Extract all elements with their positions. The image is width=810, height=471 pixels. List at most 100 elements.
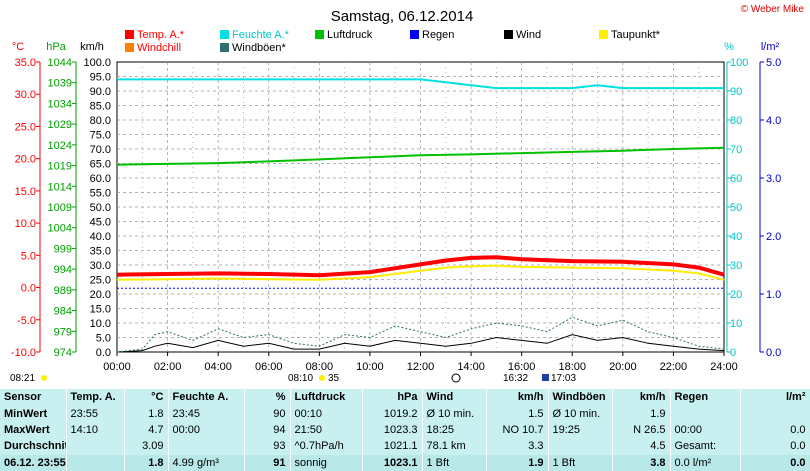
table-cell: NO 10.7 — [486, 421, 549, 439]
marker-sunrise-time: 08:10 — [288, 373, 313, 384]
wind-tick-label: 20.0 — [90, 289, 111, 301]
table-cell: 1021.1 — [362, 438, 423, 455]
wind-tick-label: 80.0 — [90, 115, 111, 127]
table-cell: hPa — [362, 389, 423, 406]
legend-swatch — [220, 30, 229, 39]
humidity-tick-label: 60 — [730, 173, 742, 185]
humidity-tick-label: 30 — [730, 260, 742, 272]
series-wind — [116, 334, 725, 353]
marker-mid-value: 35 — [328, 373, 340, 384]
pressure-tick-label: 979 — [54, 326, 72, 338]
x-tick-label: 20:00 — [609, 361, 637, 373]
temp-tick-label: 25.0 — [15, 121, 36, 133]
table-cell — [66, 438, 125, 455]
wind-tick-label: 50.0 — [90, 202, 111, 214]
table-cell: 0.0 — [740, 421, 810, 439]
pressure-tick-label: 994 — [54, 264, 72, 276]
humidity-tick-label: 80 — [730, 115, 742, 127]
rain-tick-label: 2.0 — [766, 231, 781, 243]
moon-icon — [451, 373, 461, 383]
table-cell: 1023.1 — [362, 454, 423, 471]
table-cell: 06.12. 23:55 — [0, 454, 67, 471]
sunset-icon — [542, 374, 549, 381]
table-cell: °C — [124, 389, 169, 406]
legend-swatch — [599, 30, 608, 39]
legend-label: Taupunkt* — [611, 29, 661, 41]
table-cell: 14:10 — [66, 421, 125, 439]
table-cell: 19:25 — [548, 421, 613, 439]
table-cell: Ø 10 min. — [422, 405, 487, 422]
x-tick-label: 22:00 — [660, 361, 688, 373]
legend-label: Temp. A.* — [137, 29, 185, 41]
legend-label: Wind — [516, 29, 541, 41]
chart-series — [116, 78, 725, 353]
legend-label: Feuchte A.* — [232, 29, 290, 41]
table-cell: 1 Bft — [548, 454, 613, 471]
table-cell: 1023.3 — [362, 421, 423, 439]
table-cell: Gesamt: — [670, 438, 741, 455]
x-tick-label: 10:00 — [356, 361, 384, 373]
legend-swatch — [504, 30, 513, 39]
table-cell: 23:55 — [66, 405, 125, 422]
rain-unit: l/m² — [761, 41, 780, 53]
table-cell: 00:00 — [670, 421, 741, 439]
table-cell: 78.1 km — [422, 438, 487, 455]
series-feuchtea — [117, 78, 724, 90]
table-cell: 1.8 — [124, 454, 169, 471]
credit-label: © Weber Mike — [741, 4, 805, 15]
weather-chart: Samstag, 06.12.2014 © Weber Mike Temp. A… — [10, 4, 805, 384]
table-cell: 0.0 — [740, 454, 810, 471]
x-tick-label: 24:00 — [710, 361, 738, 373]
table-cell: 94 — [244, 421, 291, 439]
pressure-tick-label: 989 — [54, 285, 72, 297]
legend-label: Windböen* — [232, 42, 287, 54]
wind-tick-label: 15.0 — [90, 304, 111, 316]
wind-tick-label: 45.0 — [90, 217, 111, 229]
marker-sunset-time: 17:03 — [551, 373, 576, 384]
pressure-tick-label: 999 — [54, 243, 72, 255]
table-cell: Wind — [422, 389, 487, 406]
wind-tick-label: 85.0 — [90, 101, 111, 113]
table-cell: sonnig — [290, 454, 363, 471]
table-cell: 4.99 g/m³ — [168, 454, 245, 471]
series-taupunkt — [116, 264, 725, 281]
table-row: Durchschnitt 3.09 93 ^0.7hPa/h 1021.1 78.1 km… — [0, 438, 810, 455]
wind-unit: km/h — [80, 41, 104, 53]
pressure-tick-label: 1029 — [48, 119, 72, 131]
table-cell — [168, 438, 245, 455]
legend-swatch — [220, 43, 229, 52]
table-row: MinWert 23:55 1.8 23:45 90 00:10 1019.2 Ø 10 mi… — [0, 405, 810, 422]
legend-label: Windchill — [137, 42, 181, 54]
rain-tick-label: 3.0 — [766, 173, 781, 185]
table-cell — [670, 405, 741, 422]
legend-swatch — [410, 30, 419, 39]
rain-tick-label: 5.0 — [766, 57, 781, 69]
temp-tick-label: 35.0 — [15, 57, 36, 69]
legend-label: Regen — [422, 29, 454, 41]
humidity-unit: % — [724, 41, 734, 53]
sun-icon-rise — [319, 375, 325, 381]
table-cell: 90 — [244, 405, 291, 422]
humidity-tick-label: 20 — [730, 289, 742, 301]
temp-tick-label: -10.0 — [11, 347, 36, 359]
series-windben — [116, 316, 725, 353]
pressure-tick-label: 1044 — [48, 57, 72, 69]
humidity-tick-label: 10 — [730, 318, 742, 330]
x-tick-label: 08:00 — [306, 361, 334, 373]
table-cell: 00:10 — [290, 405, 363, 422]
table-cell: Durchschnitt — [0, 438, 67, 455]
table-cell: 1.9 — [486, 454, 549, 471]
legend-label: Luftdruck — [327, 29, 373, 41]
rain-tick-label: 4.0 — [766, 115, 781, 127]
temp-unit: °C — [12, 41, 24, 53]
table-cell: 3.8 — [612, 454, 671, 471]
table-cell: 3.09 — [124, 438, 169, 455]
wind-tick-label: 30.0 — [90, 260, 111, 272]
table-cell: Feuchte A. — [168, 389, 245, 406]
table-cell: 93 — [244, 438, 291, 455]
x-tick-label: 14:00 — [457, 361, 485, 373]
table-cell: 4.5 — [612, 438, 671, 455]
pressure-tick-label: 1014 — [48, 181, 72, 193]
pressure-tick-label: 1019 — [48, 161, 72, 173]
humidity-tick-label: 70 — [730, 144, 742, 156]
